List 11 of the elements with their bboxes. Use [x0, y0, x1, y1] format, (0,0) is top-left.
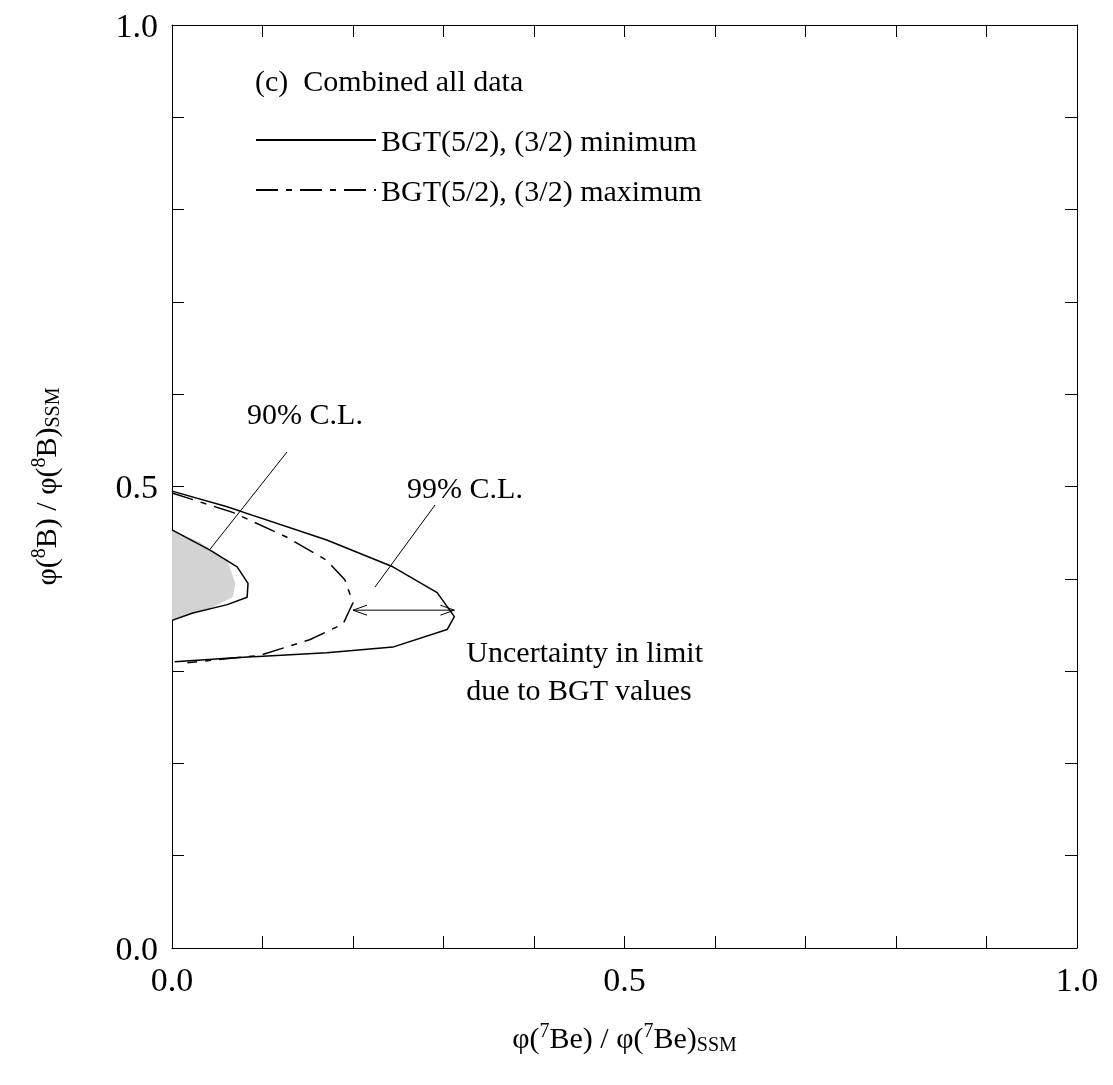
legend-label: BGT(5/2), (3/2) minimum	[381, 123, 697, 158]
annotation: 90% C.L.	[247, 396, 363, 430]
y-tick-label: 1.0	[115, 6, 158, 44]
y-axis-title: φ(8B) / φ(8B)SSM	[27, 387, 63, 586]
annotation: Uncertainty in limit due to BGT values	[466, 634, 704, 706]
legend-label: BGT(5/2), (3/2) maximum	[381, 173, 702, 208]
x-tick-label: 0.5	[603, 960, 646, 998]
x-tick-label: 1.0	[1055, 960, 1099, 998]
legend-title: (c) Combined all data	[255, 63, 524, 98]
annotation: 99% C.L.	[407, 470, 523, 504]
y-tick-label: 0.5	[115, 468, 158, 505]
